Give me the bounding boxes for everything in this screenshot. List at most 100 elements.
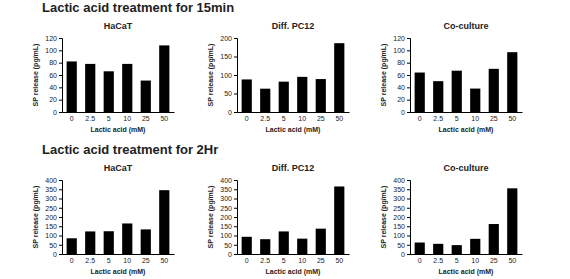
bar — [452, 71, 462, 112]
tick-label: 0 — [245, 257, 249, 264]
tick-mark — [59, 208, 62, 209]
axis-line — [63, 254, 175, 255]
tick-mark — [234, 57, 237, 58]
tick-mark — [59, 189, 62, 190]
tick-mark — [407, 180, 410, 181]
bar — [260, 239, 270, 254]
tick-mark — [234, 245, 237, 246]
tick-label: 20 — [397, 96, 405, 103]
tick-label: 2.5 — [260, 115, 270, 122]
y-tick: 300 — [393, 195, 410, 202]
bar — [122, 64, 132, 112]
tick-label: 350 — [393, 186, 405, 193]
tick-mark — [59, 50, 62, 51]
tick-mark — [407, 100, 410, 101]
x-tick: 0 — [70, 254, 74, 264]
section-title: Lactic acid treatment for 15min — [42, 0, 234, 15]
tick-label: 50 — [160, 257, 168, 264]
x-tick: 50 — [508, 112, 516, 122]
tick-mark — [59, 63, 62, 64]
bar — [334, 43, 344, 112]
chart-title: Diff. PC12 — [272, 163, 315, 173]
y-tick: 400 — [45, 177, 62, 184]
bar — [141, 81, 151, 112]
chart-title: HaCaT — [104, 163, 133, 173]
x-axis: 02.55102550 — [411, 254, 523, 264]
bar — [242, 79, 252, 112]
tick-mark — [59, 100, 62, 101]
bar — [260, 89, 270, 112]
x-tick: 25 — [317, 112, 325, 122]
y-tick: 20 — [49, 96, 62, 103]
y-tick: 0 — [228, 251, 237, 258]
tick-mark — [234, 75, 237, 76]
tick-label: 300 — [45, 195, 57, 202]
tick-label: 50 — [508, 257, 516, 264]
tick-mark — [407, 50, 410, 51]
y-tick: 200 — [393, 214, 410, 221]
y-tick: 300 — [45, 195, 62, 202]
bar — [67, 238, 77, 254]
y-axis: 020406080100120 — [45, 35, 62, 116]
x-tick: 2.5 — [260, 254, 270, 264]
y-tick: 150 — [220, 53, 237, 60]
tick-mark — [59, 75, 62, 76]
tick-mark — [234, 189, 237, 190]
tick-label: 25 — [142, 257, 150, 264]
x-tick: 10 — [471, 112, 479, 122]
tick-label: 350 — [220, 186, 232, 193]
y-tick: 0 — [53, 251, 62, 258]
tick-label: 2.5 — [433, 115, 443, 122]
bars — [242, 186, 345, 254]
tick-label: 60 — [397, 72, 405, 79]
tick-mark — [407, 217, 410, 218]
chart-panel: 05010015020002.55102550Diff. PC12Lactic … — [207, 21, 350, 134]
y-tick: 100 — [45, 47, 62, 54]
tick-mark — [407, 199, 410, 200]
x-axis-title: Lactic acid (mM) — [91, 126, 146, 134]
chart-panel: 02040608010012002.55102550Co-cultureLact… — [380, 21, 523, 134]
x-tick: 25 — [317, 254, 325, 264]
tick-label: 5 — [282, 257, 286, 264]
bar — [85, 64, 95, 112]
tick-label: 10 — [471, 115, 479, 122]
tick-label: 25 — [490, 115, 498, 122]
tick-label: 0 — [228, 251, 232, 258]
figure: 02040608010012002.55102550HaCaTLactic ac… — [0, 0, 570, 279]
tick-label: 10 — [298, 257, 306, 264]
tick-label: 20 — [49, 96, 57, 103]
y-axis-title: SP release (pg/mL) — [207, 44, 215, 107]
tick-label: 200 — [220, 214, 232, 221]
y-tick: 300 — [220, 195, 237, 202]
x-axis-title: Lactic acid (mM) — [266, 268, 321, 276]
tick-label: 50 — [335, 257, 343, 264]
tick-label: 150 — [393, 223, 405, 230]
tick-mark — [59, 38, 62, 39]
tick-label: 2.5 — [433, 257, 443, 264]
y-tick: 120 — [393, 35, 410, 42]
tick-mark — [234, 254, 237, 255]
y-axis-title: SP release (pg/mL) — [32, 44, 40, 107]
section-title: Lactic acid treatment for 2Hr — [42, 142, 218, 157]
tick-label: 5 — [282, 115, 286, 122]
bar — [122, 223, 132, 254]
x-tick: 0 — [245, 112, 249, 122]
tick-mark — [234, 94, 237, 95]
bar — [433, 81, 443, 112]
tick-label: 0 — [245, 115, 249, 122]
y-tick: 100 — [220, 72, 237, 79]
bars — [67, 190, 170, 254]
axis-line — [234, 39, 238, 113]
y-tick: 200 — [45, 214, 62, 221]
tick-mark — [234, 112, 237, 113]
tick-label: 120 — [45, 35, 57, 42]
axis-line — [407, 39, 411, 113]
y-tick: 200 — [220, 35, 237, 42]
tick-mark — [59, 226, 62, 227]
bar — [159, 190, 169, 254]
tick-mark — [234, 208, 237, 209]
x-axis: 02.55102550 — [411, 112, 523, 122]
y-tick: 400 — [393, 177, 410, 184]
tick-label: 350 — [45, 186, 57, 193]
tick-label: 2.5 — [85, 115, 95, 122]
